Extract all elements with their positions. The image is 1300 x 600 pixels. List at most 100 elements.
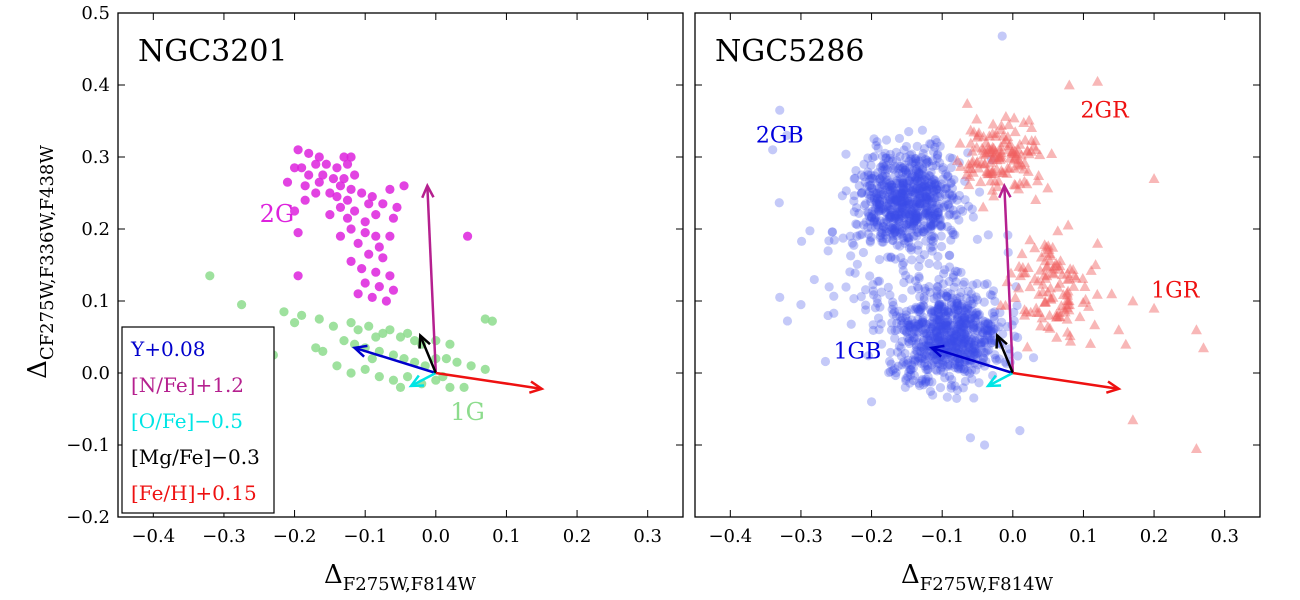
- data-point-1gr-2gr: [995, 164, 1007, 175]
- data-point-1gb-2gb: [936, 302, 947, 312]
- data-point-1gb-2gb: [782, 316, 793, 326]
- data-point-1gb-2gb: [904, 338, 915, 349]
- data-point-1gb-2gb: [924, 377, 934, 387]
- data-point-1gb-2gb: [867, 173, 878, 183]
- data-point-1gb-2gb: [921, 202, 931, 212]
- data-point-1gb-2gb: [963, 339, 973, 350]
- data-point-1gb-2gb: [890, 161, 900, 171]
- data-point-1gb-2gb: [967, 306, 977, 316]
- data-point-1gb-2gb: [940, 201, 950, 211]
- data-point-1gb-2gb: [1009, 316, 1019, 326]
- data-point-1gb-2gb: [965, 314, 975, 324]
- data-point-1gb-2gb: [922, 192, 932, 202]
- data-point-1gb-2gb: [805, 226, 815, 236]
- data-point-1gb-2gb: [884, 211, 895, 221]
- arrow-o-fe-0-5: [985, 371, 1014, 388]
- data-point-1gb-2gb: [953, 305, 963, 315]
- data-point-1gb-2gb: [918, 319, 928, 329]
- data-point-1gr-2gr: [1063, 79, 1075, 90]
- data-point-1gr-2gr: [1033, 306, 1045, 317]
- data-point-1gb-2gb: [939, 327, 949, 337]
- data-point-1gb-2gb: [954, 158, 964, 168]
- data-point-1gb-2gb: [922, 350, 932, 360]
- data-point-1gb-2gb: [866, 173, 876, 184]
- data-point-1gb-2gb: [892, 178, 903, 189]
- data-point-1gb-2gb: [877, 225, 887, 235]
- data-point-1gb-2gb: [959, 367, 970, 377]
- data-point-1gb-2gb: [980, 319, 990, 329]
- data-point-1gb-2gb: [871, 213, 881, 223]
- data-point-1gr-2gr: [1024, 234, 1036, 245]
- data-point-1gb-2gb: [990, 296, 1000, 306]
- data-point-2g: [297, 163, 307, 173]
- data-point-1gb-2gb: [869, 209, 879, 220]
- data-point-1gb-2gb: [959, 322, 969, 332]
- data-point-1g: [399, 354, 409, 364]
- data-point-1gb-2gb: [914, 320, 924, 330]
- data-point-1gr-2gr: [1030, 144, 1042, 155]
- data-point-1gb-2gb: [888, 223, 898, 233]
- data-point-1gr-2gr: [1043, 243, 1055, 254]
- data-point-1gb-2gb: [927, 161, 938, 171]
- data-point-1gb-2gb: [934, 203, 944, 213]
- data-point-1gb-2gb: [936, 365, 946, 375]
- data-point-1gb-2gb: [874, 206, 884, 216]
- data-point-1gb-2gb: [909, 370, 920, 381]
- data-point-1gb-2gb: [932, 286, 942, 296]
- data-point-1gb-2gb: [962, 301, 973, 311]
- data-point-1gb-2gb: [865, 193, 875, 203]
- data-point-1gb-2gb: [989, 324, 999, 334]
- data-point-1gb-2gb: [879, 222, 889, 232]
- data-point-1gb-2gb: [901, 178, 911, 188]
- data-point-1gb-2gb: [899, 145, 909, 155]
- data-point-1gr-2gr: [1051, 311, 1063, 322]
- data-point-1gb-2gb: [959, 312, 970, 323]
- data-point-1gb-2gb: [941, 310, 951, 321]
- data-point-1gb-2gb: [942, 306, 952, 316]
- data-point-1gb-2gb: [915, 199, 925, 209]
- data-point-1gb-2gb: [894, 214, 904, 224]
- data-point-1gb-2gb: [861, 199, 871, 209]
- data-point-1gr-2gr: [1004, 138, 1016, 149]
- data-point-1gb-2gb: [910, 356, 920, 366]
- data-point-1gb-2gb: [899, 218, 909, 228]
- data-point-1gb-2gb: [875, 233, 885, 243]
- data-point-1gb-2gb: [897, 174, 907, 184]
- data-point-1gb-2gb: [958, 206, 968, 216]
- data-point-1gr-2gr: [1018, 117, 1030, 127]
- data-point-1gb-2gb: [854, 181, 864, 191]
- data-point-1gb-2gb: [941, 336, 951, 346]
- data-point-1gr-2gr: [989, 147, 1001, 158]
- data-point-1gb-2gb: [936, 299, 947, 309]
- data-point-1gb-2gb: [827, 227, 837, 237]
- data-point-1gr-2gr: [1070, 272, 1082, 283]
- data-point-1gb-2gb: [903, 193, 913, 203]
- data-point-1gb-2gb: [967, 204, 977, 214]
- data-point-1gb-2gb: [892, 231, 902, 241]
- data-point-1gb-2gb: [903, 371, 913, 382]
- data-point-1gb-2gb: [878, 159, 889, 169]
- data-point-1gb-2gb: [952, 344, 962, 354]
- data-point-1gb-2gb: [892, 325, 902, 335]
- data-point-1gr-2gr: [1062, 326, 1074, 337]
- data-point-2g: [378, 199, 388, 209]
- data-point-1gb-2gb: [946, 235, 956, 245]
- data-point-1gb-2gb: [908, 210, 918, 221]
- data-point-1gb-2gb: [881, 195, 891, 205]
- data-point-1gb-2gb: [875, 199, 885, 209]
- data-point-1gb-2gb: [903, 167, 914, 177]
- data-point-1gb-2gb: [894, 341, 904, 351]
- data-point-1gb-2gb: [925, 222, 935, 232]
- data-point-1gr-2gr: [1025, 306, 1037, 317]
- data-point-1gb-2gb: [913, 240, 923, 250]
- data-point-1gb-2gb: [933, 251, 943, 262]
- data-point-1gb-2gb: [880, 169, 890, 179]
- data-point-1gb-2gb: [942, 361, 953, 372]
- data-point-1gb-2gb: [941, 320, 951, 330]
- data-point-1gb-2gb: [933, 185, 943, 195]
- data-point-1gb-2gb: [952, 266, 963, 277]
- data-point-1g: [480, 314, 490, 324]
- data-point-1gb-2gb: [856, 188, 867, 198]
- data-point-1gr-2gr: [1036, 312, 1048, 323]
- data-point-1gb-2gb: [967, 344, 977, 354]
